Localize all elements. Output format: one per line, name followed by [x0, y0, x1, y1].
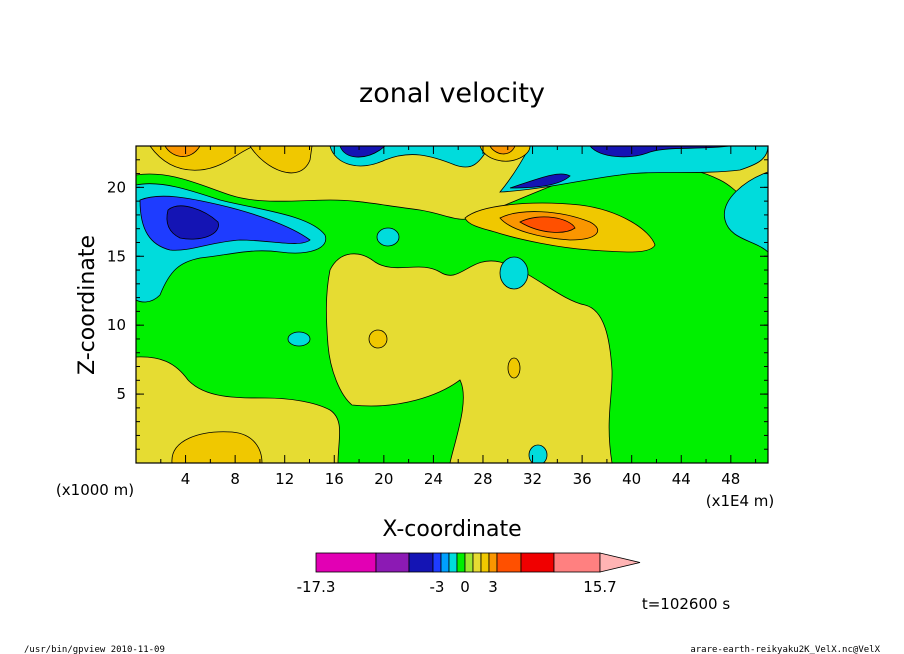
colorbar-swatch	[408, 552, 434, 573]
x-tick-label: 44	[672, 470, 691, 488]
region-right-cyan	[724, 171, 768, 253]
patch-orange-1	[368, 329, 388, 349]
colorbar-tick-label: -17.3	[297, 578, 336, 596]
y-tick-label: 10	[107, 316, 126, 334]
colorbar-swatch	[472, 552, 482, 573]
colorbar-tick-label: 0	[460, 578, 470, 596]
x-tick-label: 48	[721, 470, 740, 488]
x-tick-label: 4	[181, 470, 191, 488]
region-top-cyan-2	[499, 146, 768, 193]
x-tick-label: 16	[325, 470, 344, 488]
colorbar-swatch	[456, 552, 466, 573]
region-center-max	[519, 216, 576, 233]
region-left-core	[166, 205, 219, 240]
colorbar-swatch	[553, 552, 601, 573]
contour-field	[136, 146, 768, 463]
time-label: t=102600 s	[642, 595, 730, 613]
patch-cyan-2	[499, 256, 529, 290]
patch-cyan-1	[376, 227, 400, 247]
x-tick-label: 20	[374, 470, 393, 488]
colorbar-swatch	[496, 552, 522, 573]
colorbar-swatch	[315, 552, 377, 573]
y-tick-label: 5	[116, 385, 126, 403]
colorbar-tick-label: -3	[430, 578, 445, 596]
region-top-orange-2	[249, 146, 313, 174]
colorbar-swatch	[375, 552, 410, 573]
footer-left: /usr/bin/gpview 2010-11-09	[24, 645, 165, 654]
region-top-blue-2	[509, 173, 571, 189]
region-top-blue-1	[339, 146, 386, 158]
colorbar-swatch	[480, 552, 490, 573]
colorbar-tick-labels: -17.3 -3 0 3 15.7	[297, 578, 617, 596]
colorbar-swatch	[464, 552, 474, 573]
colorbar-swatch	[432, 552, 442, 573]
y-axis-label: Z-coordinate	[75, 235, 100, 375]
x-tick-label: 8	[230, 470, 240, 488]
colorbar-tick-label: 3	[488, 578, 498, 596]
region-top-blue-3	[589, 146, 731, 158]
x-tick-label: 36	[573, 470, 592, 488]
colorbar-swatch	[440, 552, 450, 573]
x-tick-label: 24	[424, 470, 443, 488]
x-axis-label: X-coordinate	[382, 517, 521, 542]
region-lower-left	[136, 356, 341, 463]
colorbar-over-arrow	[599, 552, 641, 573]
colorbar-swatch	[488, 552, 498, 573]
x-unit-right: (x1E4 m)	[706, 492, 775, 510]
y-tick-label: 15	[107, 247, 126, 265]
region-center	[325, 253, 613, 463]
y-tick-label: 20	[107, 178, 126, 196]
chart-title: zonal velocity	[359, 78, 545, 109]
footer-right: arare-earth-reikyaku2K_VelX.nc@VelX	[690, 645, 880, 654]
patch-cyan-3	[287, 331, 311, 347]
x-tick-label: 40	[622, 470, 641, 488]
patch-cyan-4	[528, 444, 548, 463]
colorbar-swatch	[520, 552, 555, 573]
colorbar	[315, 552, 641, 573]
colorbar-swatch	[448, 552, 458, 573]
region-bottom-orange	[171, 431, 263, 463]
x-tick-label: 28	[473, 470, 492, 488]
x-tick-label: 32	[523, 470, 542, 488]
patch-orange-2	[507, 357, 521, 379]
y-axis: 5 10 15 20	[107, 159, 768, 450]
plot-frame	[135, 145, 769, 464]
x-unit-left: (x1000 m)	[56, 481, 134, 499]
colorbar-tick-label: 15.7	[583, 578, 616, 596]
x-tick-label: 12	[275, 470, 294, 488]
x-axis: 4 8 12 16 20 24 28 32 36 40 44 48	[160, 146, 757, 488]
